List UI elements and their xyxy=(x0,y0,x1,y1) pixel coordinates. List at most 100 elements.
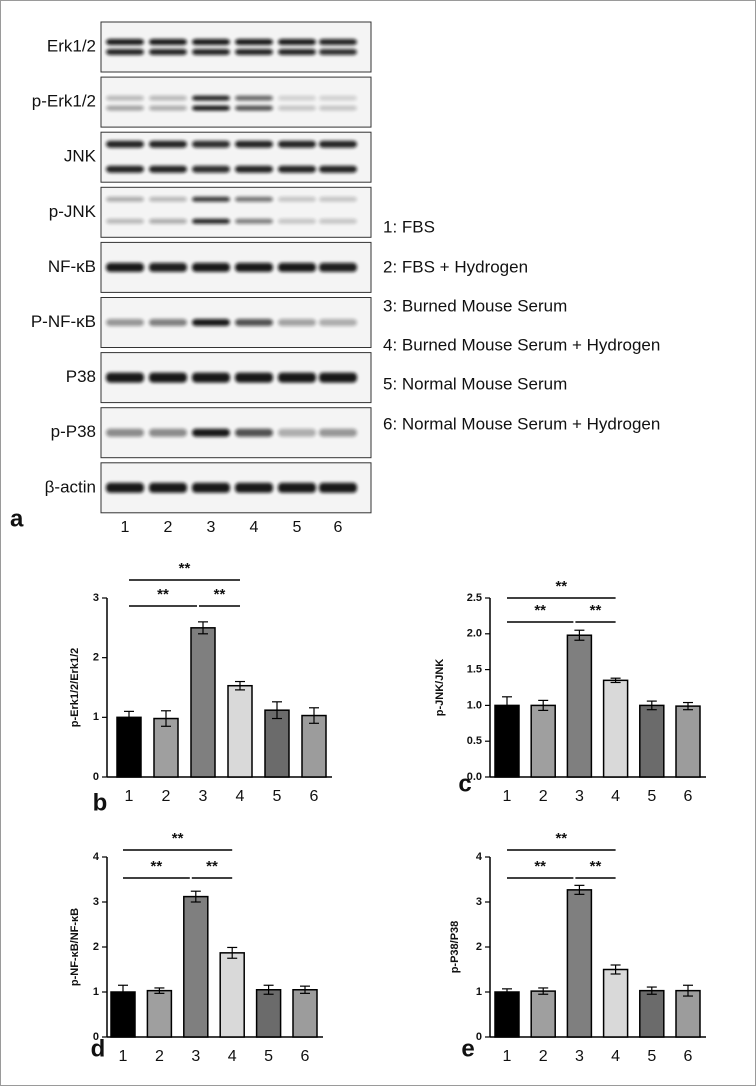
band xyxy=(106,165,144,173)
y-tick-label: 2 xyxy=(476,941,482,953)
band xyxy=(278,218,316,224)
band xyxy=(278,140,316,148)
y-tick-label: 0 xyxy=(93,771,99,783)
y-tick-label: 3 xyxy=(476,896,482,908)
band xyxy=(192,95,230,101)
panel-label: b xyxy=(93,789,108,816)
x-tick-label: 4 xyxy=(611,788,620,805)
band xyxy=(192,482,230,493)
bar xyxy=(190,627,216,778)
significance-label: ** xyxy=(179,560,191,577)
band xyxy=(149,39,187,45)
band xyxy=(235,39,273,45)
band xyxy=(149,49,187,55)
band xyxy=(319,372,357,383)
bar xyxy=(116,716,142,778)
significance-label: ** xyxy=(590,858,602,875)
band xyxy=(149,262,187,272)
band xyxy=(235,218,273,224)
band xyxy=(278,262,316,272)
y-tick-label: 0 xyxy=(93,1031,99,1043)
legend-entry: 4: Burned Mouse Serum + Hydrogen xyxy=(383,335,660,354)
significance-label: ** xyxy=(206,858,218,875)
x-tick-label: 6 xyxy=(301,1048,310,1065)
band xyxy=(278,165,316,173)
lane-label: 2 xyxy=(164,519,173,536)
panel-label: d xyxy=(91,1035,106,1062)
band xyxy=(149,428,187,437)
bar xyxy=(602,968,629,1038)
band xyxy=(192,218,230,224)
lane-label: 4 xyxy=(250,519,259,536)
significance-label: ** xyxy=(172,830,184,847)
band xyxy=(278,105,316,111)
band xyxy=(319,165,357,173)
band xyxy=(319,262,357,272)
significance-label: ** xyxy=(214,586,226,603)
band xyxy=(192,39,230,45)
band xyxy=(235,105,273,111)
band xyxy=(106,262,144,272)
band xyxy=(106,218,144,224)
y-tick-label: 2.5 xyxy=(467,592,482,604)
lane-label: 5 xyxy=(293,519,302,536)
bar xyxy=(530,990,556,1038)
band xyxy=(278,95,316,101)
x-tick-label: 5 xyxy=(264,1048,273,1065)
lane-label: 6 xyxy=(334,519,343,536)
y-tick-label: 3 xyxy=(93,592,99,604)
bar xyxy=(494,991,520,1038)
x-tick-label: 1 xyxy=(119,1048,128,1065)
panel-label: e xyxy=(461,1035,474,1062)
y-axis-label: p-NF-κB/NF-κB xyxy=(69,908,81,986)
band xyxy=(149,218,187,224)
bar xyxy=(675,705,701,778)
band xyxy=(149,482,187,493)
bar xyxy=(227,684,253,778)
legend-entry: 6: Normal Mouse Serum + Hydrogen xyxy=(383,414,660,433)
y-axis-label: p-Erk1/2/Erk1/2 xyxy=(69,648,81,728)
blot-label: P38 xyxy=(66,367,96,386)
band xyxy=(235,196,273,202)
band xyxy=(149,372,187,383)
bar xyxy=(566,634,593,778)
band xyxy=(235,482,273,493)
band xyxy=(235,262,273,272)
band xyxy=(149,105,187,111)
y-axis-label: p-JNK/JNK xyxy=(434,659,446,717)
band xyxy=(106,372,144,383)
bar xyxy=(183,895,209,1038)
significance-label: ** xyxy=(590,602,602,619)
band xyxy=(319,49,357,55)
x-tick-label: 4 xyxy=(228,1048,237,1065)
bar xyxy=(639,704,665,778)
y-tick-label: 1 xyxy=(93,986,99,998)
bar xyxy=(255,989,282,1038)
y-tick-label: 2 xyxy=(93,652,99,664)
y-tick-label: 1.5 xyxy=(467,664,482,676)
significance-label: ** xyxy=(151,858,163,875)
blot-label: P-NF-κB xyxy=(31,312,96,331)
significance-label: ** xyxy=(555,578,567,595)
y-tick-label: 1.0 xyxy=(467,699,482,711)
bar xyxy=(264,709,290,778)
x-tick-label: 5 xyxy=(647,1048,656,1065)
band xyxy=(192,165,230,173)
band xyxy=(106,196,144,202)
y-tick-label: 0 xyxy=(476,1031,482,1043)
band xyxy=(235,428,273,437)
x-tick-label: 2 xyxy=(539,1048,548,1065)
bar xyxy=(153,717,179,778)
band xyxy=(106,428,144,437)
band xyxy=(149,319,187,326)
band xyxy=(106,39,144,45)
panel-label: c xyxy=(458,770,471,797)
x-tick-label: 4 xyxy=(236,788,245,805)
band xyxy=(106,319,144,326)
band xyxy=(106,105,144,111)
band xyxy=(319,95,357,101)
blot-box xyxy=(100,76,372,128)
y-tick-label: 2.0 xyxy=(467,628,482,640)
band xyxy=(319,196,357,202)
